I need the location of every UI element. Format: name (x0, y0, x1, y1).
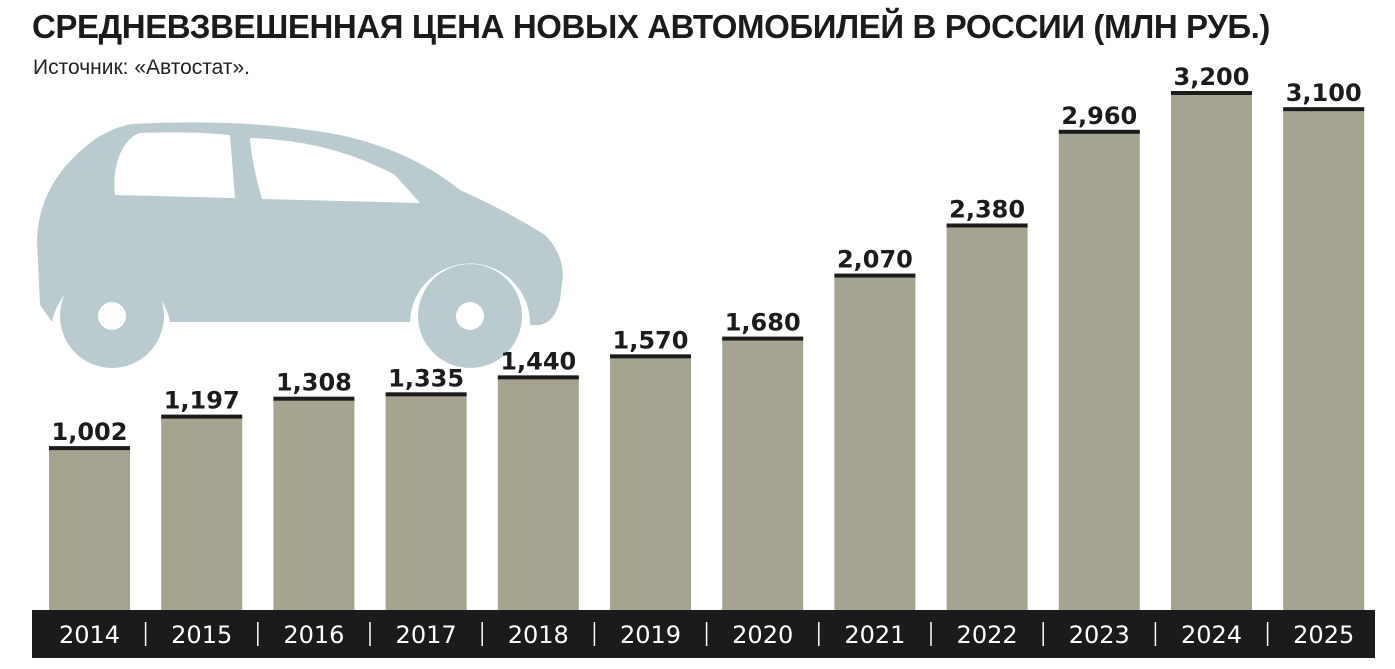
data-label: 1,440 (500, 347, 576, 375)
bar-cap (1058, 129, 1140, 134)
data-label: 1,308 (276, 369, 352, 397)
car-icon (37, 122, 563, 368)
bar-cap (610, 354, 691, 359)
x-tick-label: 2018 (508, 621, 569, 649)
x-tick-label: 2019 (620, 621, 681, 649)
x-tick-label: 2021 (844, 621, 905, 649)
bar (610, 356, 691, 610)
chart-source: Источник: «Автостат». (33, 56, 250, 79)
x-axis-band (32, 610, 1375, 658)
x-tick-label: 2022 (957, 621, 1018, 649)
bar (1171, 93, 1252, 610)
car-wheel-rear (60, 264, 164, 368)
bar-cap (49, 446, 130, 451)
data-label: 1,680 (725, 309, 801, 337)
bar (161, 416, 243, 610)
bar (834, 275, 916, 610)
bar (1283, 109, 1365, 610)
bar (497, 377, 579, 610)
bar (273, 398, 355, 610)
x-tick-label: 2014 (59, 621, 120, 649)
data-label: 1,002 (52, 418, 128, 446)
bar-cap (273, 396, 355, 401)
bar-cap (722, 336, 804, 341)
data-label: 3,200 (1174, 63, 1250, 91)
car-window-front (250, 138, 420, 203)
data-label: 1,335 (388, 364, 464, 392)
data-label: 2,960 (1061, 102, 1137, 130)
bar-cap (1171, 91, 1252, 95)
x-tick-label: 2024 (1181, 621, 1242, 649)
bar-cap (497, 375, 579, 380)
bar (385, 394, 467, 610)
data-label: 1,570 (613, 326, 689, 354)
bar (1058, 131, 1140, 610)
x-tick-label: 2020 (732, 621, 793, 649)
chart-title: СРЕДНЕВЗВЕШЕННАЯ ЦЕНА НОВЫХ АВТОМОБИЛЕЙ … (32, 8, 1271, 45)
bar-cap (385, 392, 467, 397)
bar-cap (834, 273, 916, 278)
data-label: 3,100 (1286, 79, 1362, 107)
x-tick-label: 2017 (396, 621, 457, 649)
bar-cap (1283, 107, 1365, 112)
data-label: 1,197 (164, 387, 240, 415)
bar (49, 448, 130, 610)
x-tick-label: 2023 (1069, 621, 1130, 649)
bar-cap (946, 223, 1028, 228)
data-label: 2,380 (949, 195, 1025, 223)
car-window-rear (114, 132, 235, 198)
data-label: 2,070 (837, 246, 913, 274)
car-wheel-front (418, 264, 522, 368)
x-tick-label: 2016 (283, 621, 344, 649)
x-tick-label: 2015 (171, 621, 232, 649)
x-tick-label: 2025 (1293, 621, 1354, 649)
bar-cap (161, 414, 243, 419)
bar (946, 225, 1028, 610)
bar (722, 338, 804, 610)
